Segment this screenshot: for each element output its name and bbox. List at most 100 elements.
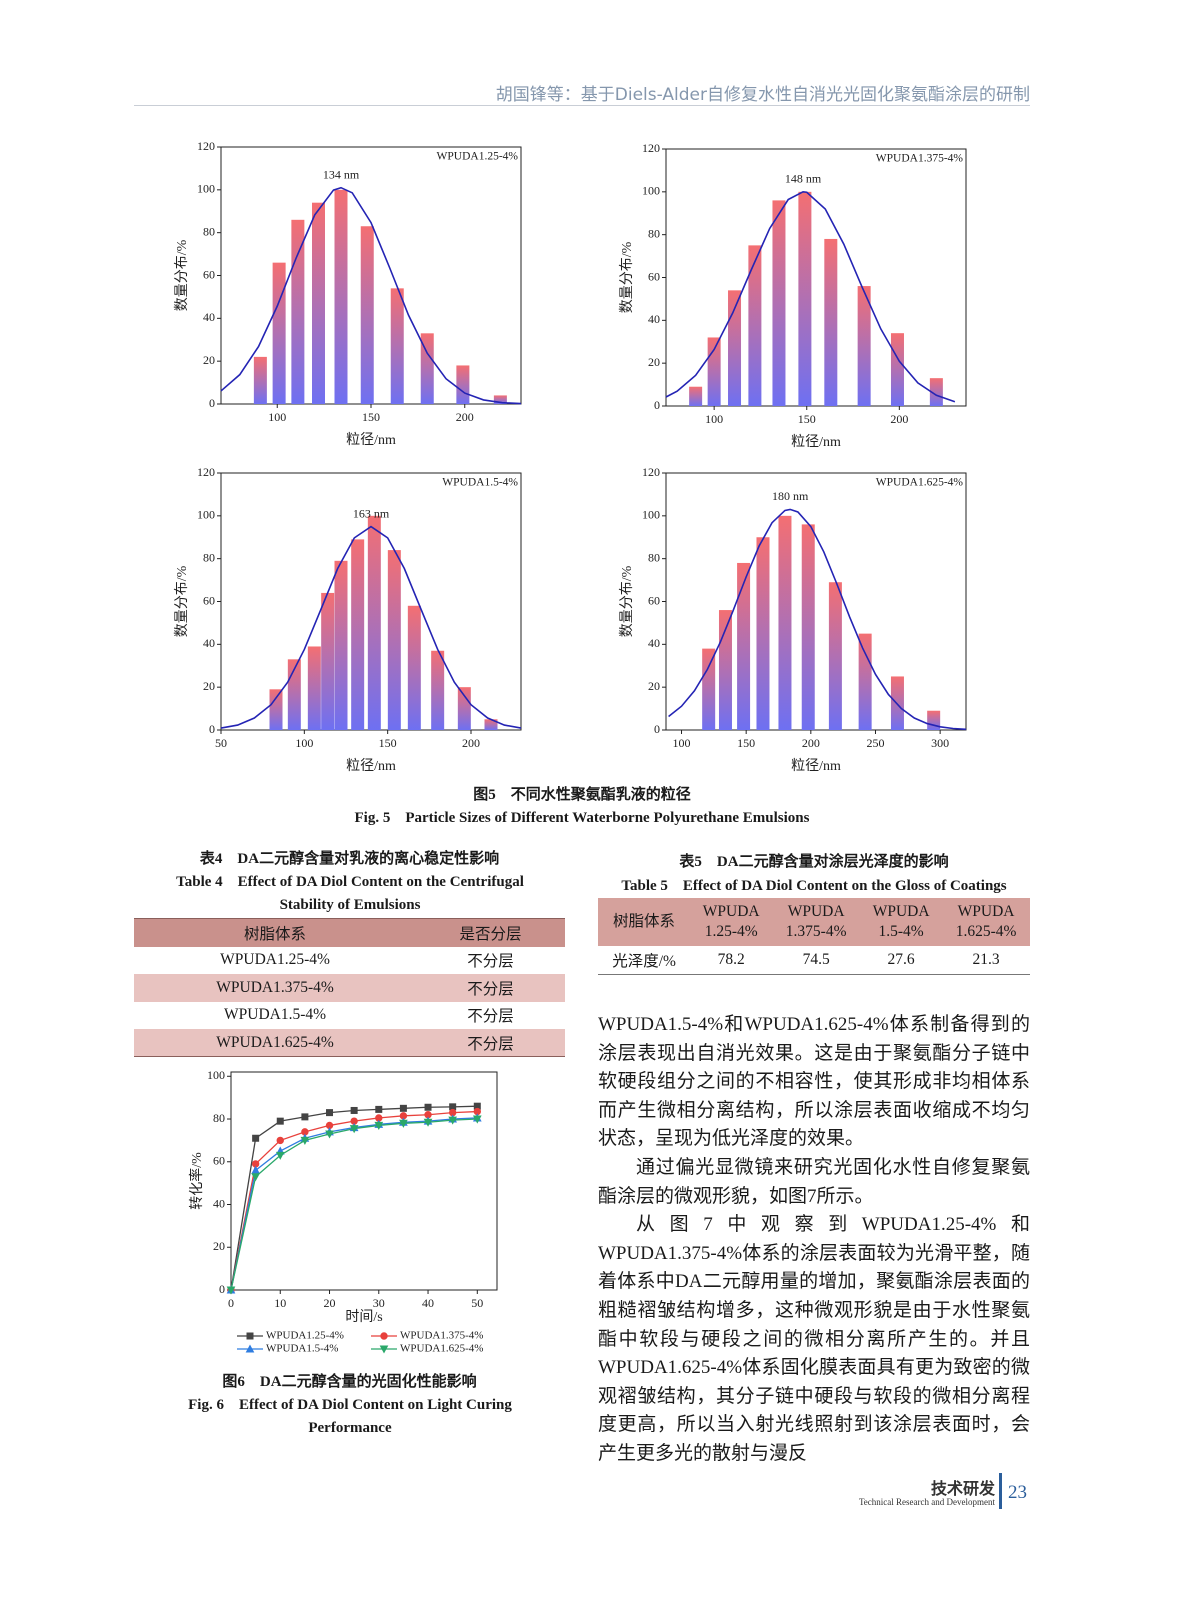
bar bbox=[272, 262, 286, 404]
x-tick-label: 100 bbox=[295, 736, 313, 750]
figure-caption-cn: 图5 不同水性聚氨酯乳液的粒径 bbox=[473, 787, 691, 803]
x-tick-label: 100 bbox=[268, 410, 286, 424]
paragraph: 通过偏光显微镜来研究光固化水性自修复聚氨酯涂层的微观形貌，如图7所示。 bbox=[598, 1156, 1030, 1207]
body-text: WPUDA1.5-4%和WPUDA1.625-4%体系制备得到的涂层表现出自消光… bbox=[598, 1011, 1030, 1469]
bar bbox=[253, 356, 267, 404]
legend-label: WPUDA1.625-4% bbox=[400, 1343, 483, 1355]
annotation: 180 nm bbox=[772, 489, 809, 503]
table-row: 光泽度/% 78.2 74.5 27.6 21.3 bbox=[598, 946, 1030, 974]
y-tick-label: 0 bbox=[209, 722, 215, 736]
x-axis-label: 时间/s bbox=[345, 1309, 382, 1325]
x-tick-label: 250 bbox=[866, 736, 884, 750]
cell: WPUDA1.375-4% bbox=[216, 978, 334, 996]
bar bbox=[929, 378, 943, 406]
y-axis-label: 数量分布/% bbox=[619, 565, 635, 637]
chart: 0 20 40 60 80 100 120 100 150 200 粒径/nm 数量分布/% 148 n… bbox=[619, 141, 967, 450]
marker bbox=[275, 1151, 285, 1160]
annotation: 148 nm bbox=[785, 172, 822, 186]
x-tick-label: 50 bbox=[215, 736, 227, 750]
legend-label: WPUDA1.5-4% bbox=[266, 1343, 338, 1355]
x-axis-label: 粒径/nm bbox=[346, 758, 396, 774]
header-cell: 树脂体系 bbox=[244, 925, 307, 943]
x-tick-label: 200 bbox=[802, 736, 820, 750]
bar bbox=[858, 633, 872, 730]
x-tick-label: 150 bbox=[379, 736, 397, 750]
bar bbox=[367, 515, 381, 730]
bar bbox=[312, 202, 325, 404]
y-tick-label: 60 bbox=[648, 269, 660, 283]
x-tick-label: 100 bbox=[705, 412, 723, 426]
bar bbox=[890, 333, 904, 406]
bar bbox=[291, 219, 305, 404]
marker bbox=[350, 1106, 358, 1114]
marker bbox=[380, 1332, 388, 1340]
marker bbox=[399, 1104, 407, 1112]
cell: WPUDA1.625-4% bbox=[216, 1033, 334, 1051]
x-tick-label: 30 bbox=[373, 1296, 385, 1310]
x-tick-label: 200 bbox=[462, 736, 480, 750]
bar bbox=[334, 189, 348, 404]
y-tick-label: 80 bbox=[203, 224, 215, 238]
bar bbox=[334, 560, 348, 730]
x-tick-label: 10 bbox=[274, 1296, 286, 1310]
legend-label: WPUDA1.5-4% bbox=[442, 477, 518, 489]
marker bbox=[251, 1173, 260, 1182]
bar bbox=[493, 395, 507, 404]
table-caption-cn: 表5 DA二元醇含量对涂层光泽度的影响 bbox=[679, 854, 949, 870]
section-name: 技术研发 bbox=[930, 1481, 995, 1498]
bar bbox=[857, 286, 871, 406]
header-cell: 树脂体系 bbox=[613, 913, 676, 930]
footer-bar bbox=[999, 1473, 1002, 1509]
plot-frame bbox=[230, 1071, 498, 1291]
bar bbox=[737, 562, 751, 730]
bar bbox=[772, 200, 786, 406]
y-tick-label: 100 bbox=[197, 182, 215, 196]
x-tick-label: 200 bbox=[456, 410, 474, 424]
legend-label: WPUDA1.25-4% bbox=[437, 151, 519, 163]
marker bbox=[246, 1332, 254, 1340]
marker bbox=[375, 1105, 383, 1113]
table-header: 树脂体系 是否分层 bbox=[134, 918, 565, 947]
marker bbox=[374, 1121, 384, 1130]
chart: 0 20 40 60 80 100 120 50 100 150 200 粒径/nm 数量分布/% 163… bbox=[174, 465, 522, 774]
x-tick-label: 0 bbox=[228, 1296, 234, 1310]
paragraph: 从图7中观察到WPUDA1.25-4%和WPUDA1.375-4%体系的涂层表面… bbox=[598, 1214, 1030, 1464]
x-tick-label: 100 bbox=[673, 736, 691, 750]
table: 树脂体系 WPUDA 1.25-4% WPUDA 1.375-4% WPUDA 1.5… bbox=[598, 898, 1030, 975]
x-tick-label: 150 bbox=[798, 412, 816, 426]
y-tick-label: 80 bbox=[648, 550, 660, 564]
y-tick-label: 120 bbox=[642, 465, 660, 479]
bar bbox=[828, 582, 842, 730]
marker bbox=[276, 1117, 284, 1125]
y-tick-label: 0 bbox=[654, 398, 660, 412]
bar bbox=[387, 550, 401, 730]
figure-caption-en: Fig. 6 Effect of DA Diol Content on Ligh… bbox=[188, 1397, 512, 1436]
bar bbox=[756, 537, 770, 730]
header-cell: WPUDA 1.25-4% bbox=[702, 903, 760, 940]
bar bbox=[431, 650, 445, 730]
header-cell: 是否分层 bbox=[459, 925, 522, 943]
cell: 不分层 bbox=[467, 980, 514, 998]
header-cell: WPUDA 1.375-4% bbox=[785, 903, 847, 940]
legend-label: WPUDA1.375-4% bbox=[876, 153, 964, 165]
y-tick-label: 0 bbox=[654, 722, 660, 736]
bar bbox=[321, 592, 335, 730]
y-tick-label: 0 bbox=[219, 1282, 225, 1296]
bar bbox=[689, 386, 703, 406]
y-tick-label: 60 bbox=[213, 1154, 225, 1168]
cell: 78.2 bbox=[717, 950, 745, 968]
x-axis-label: 粒径/nm bbox=[791, 434, 841, 450]
chart: 0 20 40 60 80 100 120 100 150 200 250 300 粒径/nm 数量分布/… bbox=[619, 465, 967, 774]
marker bbox=[301, 1113, 309, 1121]
y-tick-label: 20 bbox=[648, 679, 660, 693]
y-tick-label: 20 bbox=[203, 353, 215, 367]
table-caption-en: Table 5 Effect of DA Diol Content on the… bbox=[621, 878, 1007, 894]
marker bbox=[379, 1345, 389, 1354]
marker bbox=[423, 1118, 433, 1127]
table-caption-en: Table 4 Effect of DA Diol Content on the… bbox=[176, 874, 524, 913]
y-tick-label: 0 bbox=[209, 396, 215, 410]
cell: 27.6 bbox=[887, 950, 915, 968]
cell: 74.5 bbox=[802, 950, 830, 968]
annotation: 163 nm bbox=[353, 506, 390, 520]
